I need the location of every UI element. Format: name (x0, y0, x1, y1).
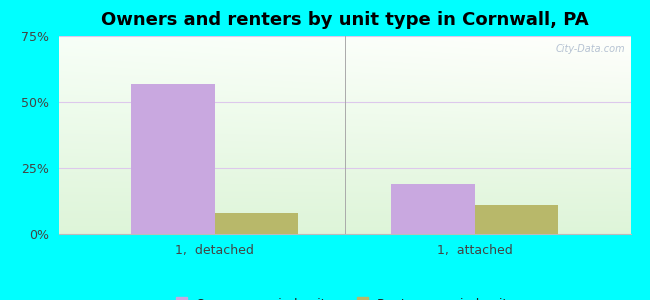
Bar (474, 205, 558, 234)
Bar (391, 184, 474, 234)
Bar (131, 83, 214, 234)
Text: City-Data.com: City-Data.com (556, 44, 625, 54)
Legend: Owner occupied units, Renter occupied units: Owner occupied units, Renter occupied un… (176, 298, 514, 300)
Title: Owners and renters by unit type in Cornwall, PA: Owners and renters by unit type in Cornw… (101, 11, 588, 29)
Bar (214, 213, 298, 234)
